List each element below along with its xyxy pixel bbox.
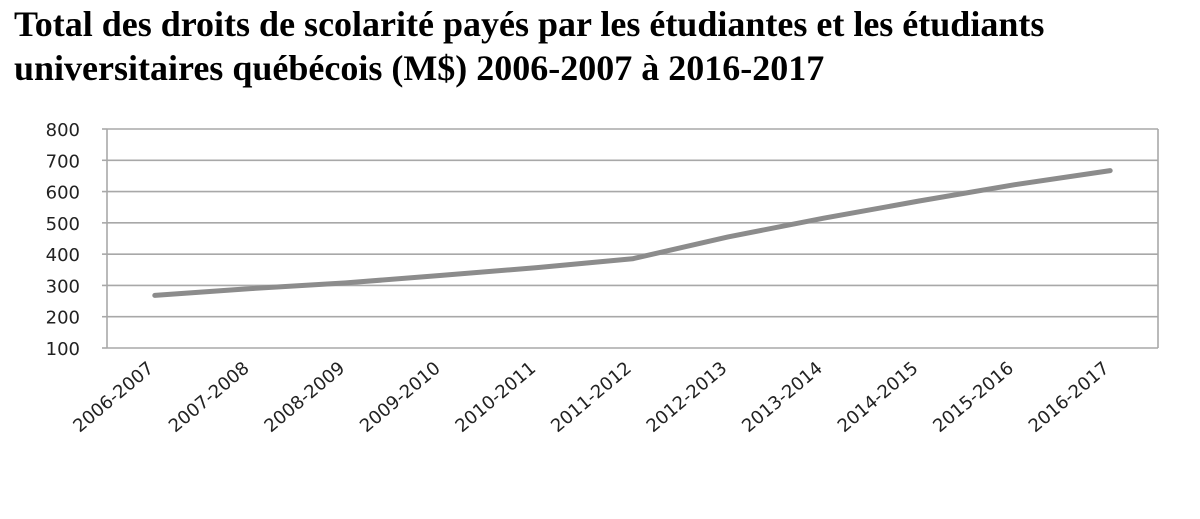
grid-lines [102,128,1158,349]
y-tick-label: 700 [46,151,80,172]
x-tick-label: 2015-2016 [929,358,1018,437]
x-tick-label: 2009-2010 [356,358,445,437]
y-tick-label: 800 [46,120,80,141]
y-tick-label: 200 [46,308,80,329]
y-tick-label: 500 [46,214,80,235]
x-axis-ticks: 2006-2007 2007-2008 2008-2009 2009-2010 2010… [69,358,1113,437]
x-tick-label: 2014-2015 [834,358,923,437]
x-tick-label: 2006-2007 [69,358,158,437]
chart-title: Total des droits de scolarité payés par … [14,2,1194,90]
x-tick-label: 2013-2014 [738,358,827,437]
chart-title-line-1: Total des droits de scolarité payés par … [14,4,1045,44]
chart-title-line-2: universitaires québécois (M$) 2006-2007 … [14,48,825,88]
x-tick-label: 2010-2011 [452,358,541,437]
y-tick-label: 300 [46,276,80,297]
x-tick-label: 2011-2012 [547,358,636,437]
y-axis-ticks: 100 200 300 400 500 600 700 800 [46,120,80,360]
series-group [152,168,1113,298]
series-line-0 [152,168,1113,298]
y-tick-label: 100 [46,339,80,360]
y-tick-label: 400 [46,245,80,266]
x-tick-label: 2016-2017 [1025,358,1114,437]
axes [106,129,1159,348]
x-tick-label: 2012-2013 [643,358,732,437]
x-tick-label: 2008-2009 [260,358,349,437]
y-tick-label: 600 [46,183,80,204]
x-tick-label: 2007-2008 [165,358,254,437]
